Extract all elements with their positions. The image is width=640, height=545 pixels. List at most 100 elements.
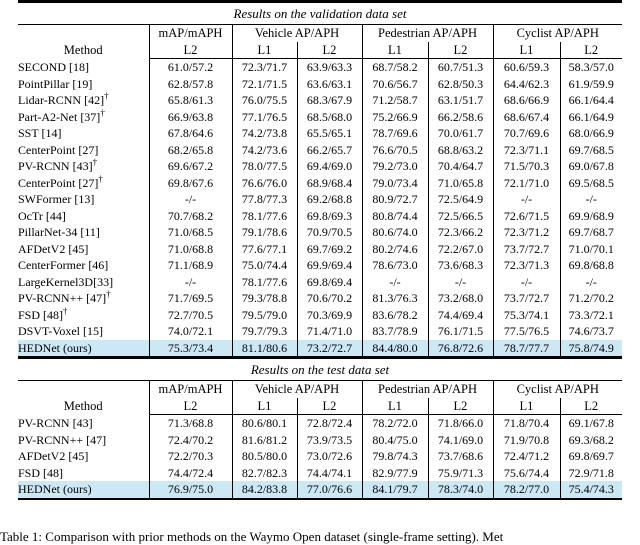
value-cell: 78.2/72.0: [361, 414, 428, 432]
value-cell: 79.0/73.4: [361, 174, 428, 191]
column-header-cyclist: Cyclist AP/APH: [492, 24, 622, 42]
subheader-l2: L2: [427, 397, 493, 415]
value-cell: 80.5/80.0: [231, 448, 297, 465]
value-cell: 72.3/66.2: [427, 224, 493, 241]
table-row: AFDetV2 [45] 72.2/70.3 80.5/80.0 73.0/72.6 7…: [18, 448, 622, 465]
value-cell: 70.3/69.9: [296, 306, 362, 323]
table-row: FSD [48]† 72.7/70.5 79.5/79.0 70.3/69.9 83.6…: [18, 306, 622, 323]
value-cell: 62.8/57.8: [148, 75, 232, 92]
subheader-l1: L1: [361, 41, 428, 59]
value-cell: 69.8/68.8: [559, 257, 622, 274]
header-group-row: Method mAP/mAPH Vehicle AP/APH Pedestria…: [18, 380, 622, 413]
subheader-l1: L1: [361, 397, 428, 415]
value-cell: 71.0/65.8: [427, 174, 493, 191]
column-header-method: Method: [63, 399, 103, 413]
value-cell: 81.1/80.6: [231, 339, 297, 356]
table-row: Lidar-RCNN [42]† 65.8/61.3 76.0/75.5 68.3/6…: [18, 92, 622, 109]
value-cell: 79.1/78.6: [231, 224, 297, 241]
value-cell: -/-: [559, 191, 622, 208]
table-row: PV-RCNN++ [47]† 71.7/69.5 79.3/78.8 70.6/70…: [18, 290, 622, 307]
table-rule-bottom: [18, 497, 622, 500]
value-cell: 81.3/76.3: [361, 290, 428, 307]
value-cell: 84.4/80.0: [361, 339, 428, 356]
table-row: HEDNet (ours) 76.9/75.0 84.2/83.8 77.0/76.6…: [18, 481, 622, 498]
value-cell: 81.6/81.2: [231, 431, 297, 448]
value-cell: 72.4/71.2: [492, 448, 560, 465]
table-row: PillarNet-34 [11] 71.0/68.5 79.1/78.6 70.9/…: [18, 224, 622, 241]
value-cell: 75.3/73.4: [148, 339, 232, 356]
value-cell: 69.8/67.6: [148, 174, 232, 191]
column-header-map: mAP/mAPH: [148, 380, 232, 398]
value-cell: 82.7/82.3: [231, 464, 297, 481]
method-cell: HEDNet (ours): [18, 339, 149, 356]
value-cell: 75.0/74.4: [231, 257, 297, 274]
method-cell: PV-RCNN [43]†: [18, 158, 98, 173]
value-cell: 69.0/67.8: [559, 158, 622, 175]
method-cell: PillarNet-34 [11]: [18, 225, 100, 239]
value-cell: 61.9/59.9: [559, 75, 622, 92]
value-cell: 68.8/63.2: [427, 141, 493, 158]
value-cell: 71.4/71.0: [296, 323, 362, 340]
value-cell: 80.4/75.0: [361, 431, 428, 448]
method-cell: SST [14]: [18, 126, 62, 140]
value-cell: 72.2/70.3: [148, 448, 232, 465]
value-cell: 78.2/77.0: [492, 481, 560, 498]
table-row: DSVT-Voxel [15] 74.0/72.1 79.7/79.3 71.4/71…: [18, 323, 622, 340]
subheader-l1: L1: [231, 41, 297, 59]
method-cell: AFDetV2 [45]: [18, 241, 89, 256]
column-header-map: mAP/mAPH: [148, 24, 232, 42]
value-cell: 84.1/79.7: [361, 481, 428, 498]
dagger-icon: †: [100, 108, 105, 118]
method-cell: CenterPoint [27]†: [18, 174, 103, 190]
value-cell: 80.8/74.4: [361, 207, 428, 224]
value-cell: 73.3/72.1: [559, 306, 622, 323]
value-cell: 78.1/77.6: [231, 207, 297, 224]
value-cell: -/-: [492, 191, 560, 208]
value-cell: 72.6/71.5: [492, 207, 560, 224]
value-cell: 66.2/65.7: [296, 141, 362, 158]
value-cell: 77.1/76.5: [231, 108, 297, 125]
value-cell: 74.6/73.7: [559, 323, 622, 340]
value-cell: 83.7/78.9: [361, 323, 428, 340]
value-cell: 77.0/76.6: [296, 481, 362, 498]
value-cell: 75.4/74.3: [559, 481, 622, 498]
method-cell: PV-RCNN++ [47]: [18, 432, 107, 447]
table-rule: [18, 379, 622, 381]
value-cell: 80.6/74.0: [361, 224, 428, 241]
value-cell: 69.8/69.7: [559, 448, 622, 465]
value-cell: 63.9/63.3: [296, 58, 362, 76]
method-cell: SECOND [18]: [18, 59, 89, 74]
value-cell: 76.9/75.0: [148, 481, 232, 498]
value-cell: 70.6/56.7: [361, 75, 428, 92]
column-header-vehicle: Vehicle AP/APH: [231, 24, 362, 42]
value-cell: 76.0/75.5: [231, 92, 297, 109]
value-cell: 71.8/70.4: [492, 414, 560, 432]
value-cell: 84.2/83.8: [231, 481, 297, 498]
value-cell: 79.7/79.3: [231, 323, 297, 340]
value-cell: 72.3/71.2: [492, 224, 560, 241]
value-cell: 62.8/50.3: [427, 75, 493, 92]
value-cell: 68.3/67.9: [296, 92, 362, 109]
subheader-l2: L2: [296, 41, 362, 59]
value-cell: 71.0/68.8: [148, 240, 232, 257]
column-header-vehicle: Vehicle AP/APH: [231, 380, 362, 398]
value-cell: 69.6/67.2: [148, 158, 232, 175]
value-cell: 72.8/72.4: [296, 414, 362, 432]
subheader-l2: L2: [296, 397, 362, 415]
table-row: HEDNet (ours) 75.3/73.4 81.1/80.6 73.2/72.7…: [18, 339, 622, 356]
value-cell: 69.3/68.2: [559, 431, 622, 448]
table-row: SECOND [18] 61.0/57.2 72.3/71.7 63.9/63.3 68…: [18, 58, 622, 76]
value-cell: 74.4/69.4: [427, 306, 493, 323]
value-cell: 76.6/70.5: [361, 141, 428, 158]
method-cell: Lidar-RCNN [42]†: [18, 92, 109, 107]
value-cell: 71.2/70.2: [559, 290, 622, 307]
value-cell: 74.1/69.0: [427, 431, 493, 448]
value-cell: -/-: [148, 273, 232, 290]
table-row: CenterFormer [46] 71.1/68.9 75.0/74.4 69.9/…: [18, 257, 622, 274]
value-cell: 72.3/71.3: [492, 257, 560, 274]
value-cell: 66.1/64.9: [559, 108, 622, 125]
value-cell: 69.1/67.8: [559, 414, 622, 432]
value-cell: 80.6/80.1: [231, 414, 297, 432]
header-sub-row: L2 L1 L2 L1 L2 L1 L2: [18, 41, 622, 59]
value-cell: 73.6/68.3: [427, 257, 493, 274]
